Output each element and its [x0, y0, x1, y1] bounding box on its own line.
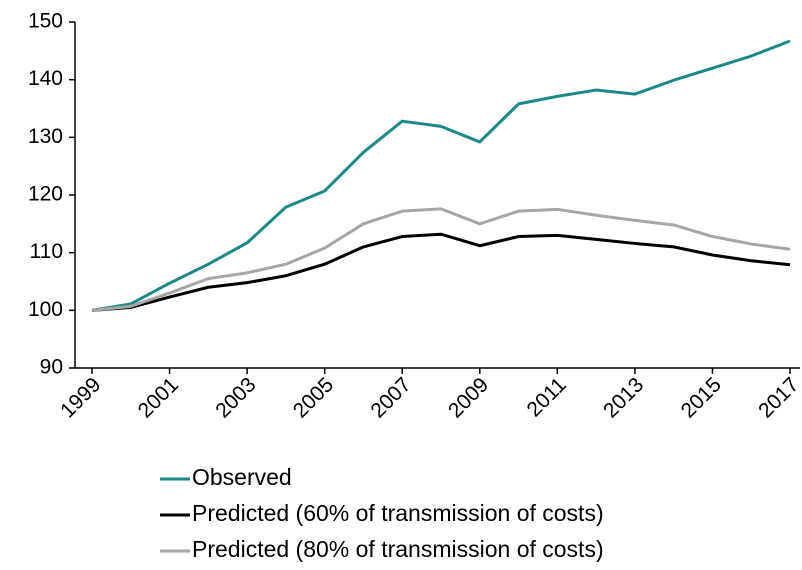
x-tick-label: 2017: [754, 373, 802, 422]
x-tick-label: 2013: [599, 373, 648, 422]
x-tick-label: 2001: [134, 373, 183, 422]
series-line: [91, 207, 791, 312]
y-tick-label: 90: [40, 356, 63, 379]
x-tick-label: 1999: [56, 373, 105, 422]
x-tick-label: 2009: [444, 373, 493, 422]
x-tick-label: 2015: [677, 373, 726, 422]
series-line: [91, 39, 791, 312]
x-tick-label: 2011: [523, 373, 571, 421]
y-tick-label: 140: [28, 67, 63, 90]
series-line: [91, 232, 791, 312]
y-tick-label: 150: [28, 10, 63, 33]
legend-label: Predicted (80% of transmission of costs): [192, 536, 604, 562]
y-tick-label: 110: [30, 240, 63, 263]
x-tick-label: 2005: [289, 373, 338, 422]
y-tick-label: 120: [28, 183, 63, 206]
x-tick-label: 2003: [211, 373, 260, 422]
y-tick-label: 130: [28, 125, 63, 148]
legend: Observed Predicted (60% of transmission o…: [160, 464, 604, 562]
legend-label: Predicted (60% of transmission of costs): [192, 500, 604, 526]
x-tick-label: 2007: [366, 373, 415, 422]
y-tick-label: 100: [28, 298, 63, 321]
legend-label: Observed: [192, 464, 292, 490]
